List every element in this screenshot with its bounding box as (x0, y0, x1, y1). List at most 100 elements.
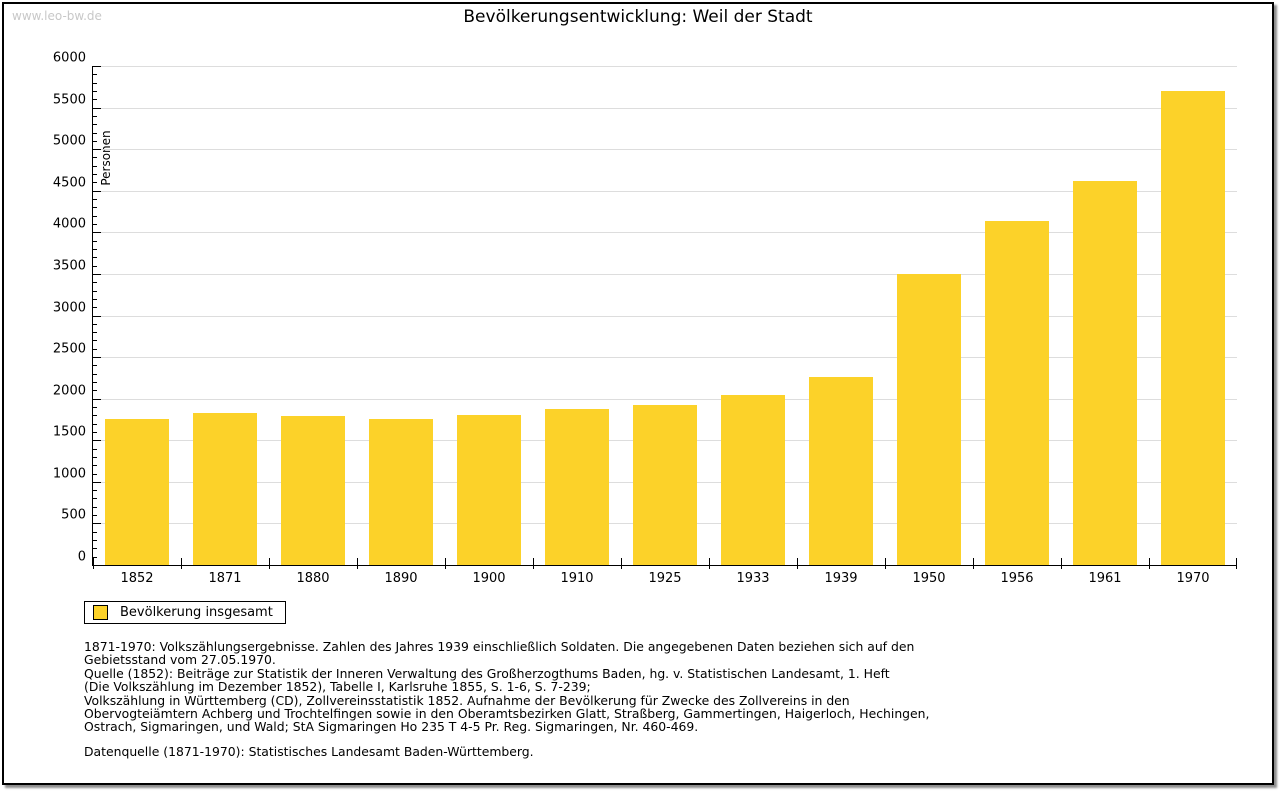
bar-1939 (809, 377, 873, 565)
bar-1880 (281, 416, 345, 565)
x-axis-tick-label: 1910 (560, 571, 594, 586)
gridline (93, 398, 1237, 400)
x-axis-tick-label: 1852 (120, 571, 154, 586)
y-axis-minor-tick (93, 82, 97, 84)
bar-1961 (1073, 180, 1137, 565)
y-axis-major-tick (93, 481, 101, 483)
x-axis-tick-label: 1950 (912, 571, 946, 586)
x-axis-boundary-tick (1236, 558, 1237, 569)
x-axis-tick-label: 1880 (296, 571, 330, 586)
bar-1933 (721, 395, 785, 565)
x-axis-boundary-tick (1061, 558, 1062, 569)
y-axis-minor-tick (93, 90, 97, 92)
y-axis-minor-tick (93, 307, 97, 309)
y-axis-major-tick (93, 357, 101, 359)
y-axis-minor-tick (93, 165, 97, 167)
y-axis-minor-tick (93, 132, 97, 134)
y-axis-tick-label: 2500 (52, 341, 86, 357)
x-axis-boundary-tick (1149, 558, 1150, 569)
y-axis-minor-tick (93, 406, 97, 408)
y-axis-minor-tick (93, 240, 97, 242)
x-axis-boundary-tick (973, 558, 974, 569)
y-axis-tick-label: 1500 (52, 424, 86, 440)
y-axis-tick-label: 5500 (52, 92, 86, 108)
x-axis-boundary-tick (797, 558, 798, 569)
y-axis-minor-tick (93, 415, 97, 417)
y-axis-minor-tick (93, 174, 97, 176)
x-axis-tick-label: 1900 (472, 571, 506, 586)
footnote-line: Volkszählung in Württemberg (CD), Zollve… (84, 692, 850, 708)
x-axis-boundary-tick (621, 558, 622, 569)
y-axis-minor-tick (93, 99, 97, 101)
x-axis-boundary-tick (357, 558, 358, 569)
y-axis-minor-tick (93, 323, 97, 325)
gridline (93, 149, 1237, 151)
gridline (93, 357, 1237, 359)
y-axis-minor-tick (93, 224, 97, 226)
gridline (93, 315, 1237, 317)
y-axis-minor-tick (93, 373, 97, 375)
y-axis-minor-tick (93, 473, 97, 475)
y-axis-minor-tick (93, 215, 97, 217)
page-title: Bevölkerungsentwicklung: Weil der Stadt (463, 7, 813, 27)
footnote-line: Gebietsstand vom 27.05.1970. (84, 652, 276, 668)
x-axis-boundary-tick (181, 558, 182, 569)
y-axis-minor-tick (93, 124, 97, 126)
y-axis-major-tick (93, 149, 101, 151)
y-axis-tick-label: 3000 (52, 300, 86, 315)
x-axis-boundary-tick (269, 558, 270, 569)
gridline (93, 232, 1237, 234)
y-axis-minor-tick (93, 265, 97, 267)
x-axis-tick-label: 1970 (1176, 571, 1210, 586)
y-axis-minor-tick (93, 390, 97, 392)
y-axis-minor-tick (93, 465, 97, 467)
y-axis-tick-label: 500 (61, 507, 86, 523)
footnote-line: 1871-1970: Volkszählungsergebnisse. Zahl… (84, 639, 915, 654)
y-axis-tick-label: 3500 (52, 258, 86, 274)
y-axis-major-tick (93, 523, 101, 525)
x-axis-boundary-tick (885, 558, 886, 569)
y-axis-minor-tick (93, 548, 97, 550)
y-axis-minor-tick (93, 157, 97, 159)
y-axis-minor-tick (93, 490, 97, 492)
y-axis-minor-tick (93, 140, 97, 142)
datasource-note: Datenquelle (1871-1970): Statistisches L… (84, 744, 534, 759)
y-axis-minor-tick (93, 506, 97, 508)
bar-1910 (545, 409, 609, 565)
y-axis-minor-tick (93, 282, 97, 284)
bar-1925 (633, 404, 697, 565)
gridline (93, 107, 1237, 109)
x-axis-boundary-tick (709, 558, 710, 569)
footnote-line: Quelle (1852): Beiträge zur Statistik de… (84, 665, 890, 681)
y-axis-minor-tick (93, 298, 97, 300)
x-axis-boundary-tick (93, 558, 94, 569)
y-axis-minor-tick (93, 365, 97, 367)
y-axis-minor-tick (93, 498, 97, 500)
y-axis-minor-tick (93, 74, 97, 76)
y-axis-minor-tick (93, 448, 97, 450)
y-axis-minor-tick (93, 290, 97, 292)
bar-1970 (1161, 90, 1225, 565)
y-axis-minor-tick (93, 423, 97, 425)
bar-1890 (369, 419, 433, 565)
y-axis-tick-label: 6000 (52, 50, 86, 66)
x-axis-tick-label: 1939 (824, 571, 858, 586)
y-axis-minor-tick (93, 248, 97, 250)
y-axis-minor-tick (93, 456, 97, 458)
y-axis-minor-tick (93, 207, 97, 209)
legend: Bevölkerung insgesamt (84, 601, 286, 624)
bar-1871 (193, 412, 257, 565)
watermark: www.leo-bw.de (12, 9, 102, 23)
y-axis-minor-tick (93, 115, 97, 117)
x-axis-tick-label: 1890 (384, 571, 418, 586)
y-axis-minor-tick (93, 340, 97, 342)
y-axis-minor-tick (93, 332, 97, 334)
x-axis-tick-label: 1933 (736, 571, 770, 586)
x-axis-tick-label: 1871 (208, 571, 242, 586)
y-axis-major-tick (93, 232, 101, 234)
x-axis-tick-label: 1961 (1088, 571, 1122, 586)
y-axis-major-tick (93, 107, 101, 109)
x-axis-tick-label: 1925 (648, 571, 682, 586)
footnote-line: Obervogteiämtern Achberg und Trochtelfin… (84, 706, 930, 722)
